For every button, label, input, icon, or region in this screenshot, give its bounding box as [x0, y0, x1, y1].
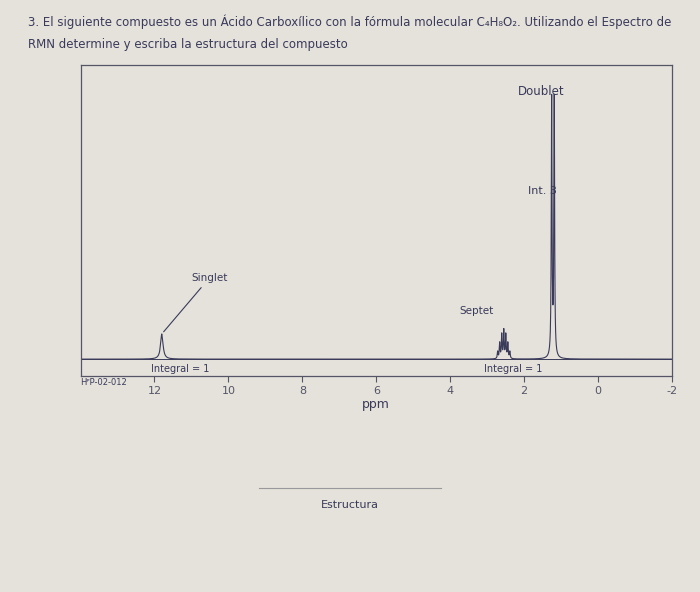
Text: Septet: Septet [459, 306, 494, 316]
Text: Singlet: Singlet [164, 273, 228, 332]
Text: Doublet: Doublet [517, 85, 564, 98]
Text: Integral = 1: Integral = 1 [151, 363, 209, 374]
Text: HᴾP-02-012: HᴾP-02-012 [80, 378, 127, 387]
Text: Estructura: Estructura [321, 500, 379, 510]
Text: 3. El siguiente compuesto es un Ácido Carboxílico con la fórmula molecular C₄H₈O: 3. El siguiente compuesto es un Ácido Ca… [28, 15, 671, 29]
Text: RMN determine y escriba la estructura del compuesto: RMN determine y escriba la estructura de… [28, 38, 348, 52]
X-axis label: ppm: ppm [363, 398, 390, 411]
Text: Integral = 1: Integral = 1 [484, 363, 542, 374]
Text: Int. 3: Int. 3 [528, 186, 556, 196]
